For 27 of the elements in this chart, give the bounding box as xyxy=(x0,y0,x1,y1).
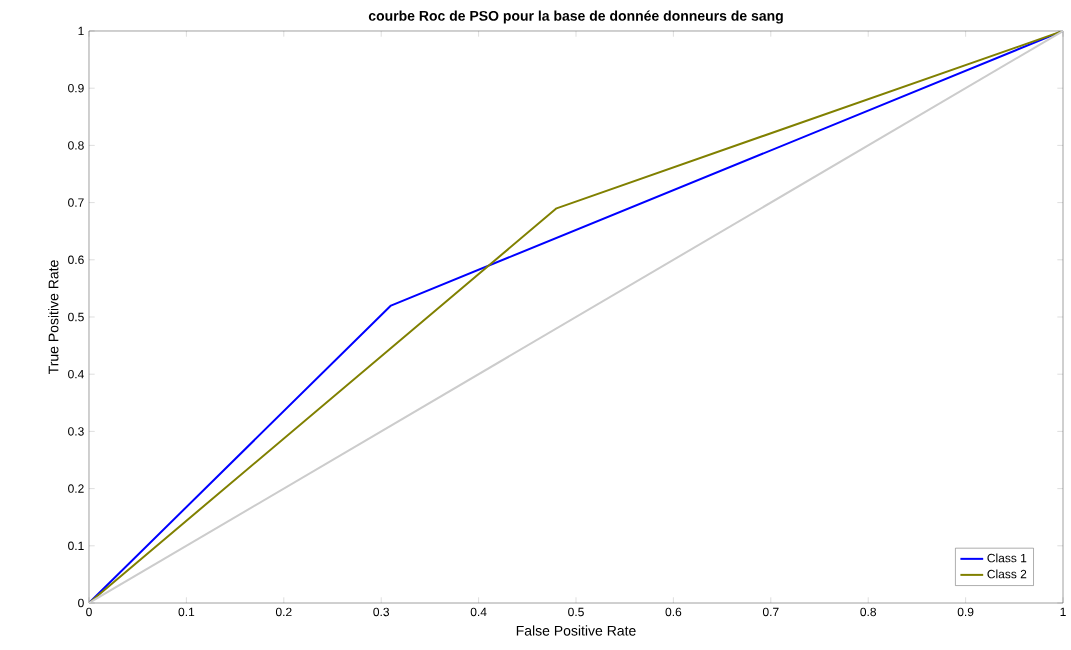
x-tick-label: 0.8 xyxy=(860,607,877,617)
y-tick-label: 0.2 xyxy=(68,484,84,493)
x-tick-label: 0.1 xyxy=(178,607,195,617)
y-tick-label: 1 xyxy=(78,26,84,36)
legend-label: Class 1 xyxy=(987,553,1027,563)
x-tick-label: 0.4 xyxy=(470,607,487,617)
x-tick-label: 0.6 xyxy=(665,607,682,617)
y-tick-label: 0.5 xyxy=(68,312,84,322)
x-tick-label: 1 xyxy=(1060,607,1066,616)
y-tick-label: 0.8 xyxy=(68,141,84,150)
y-tick-label: 0.7 xyxy=(68,198,84,207)
x-tick-label: 0.5 xyxy=(568,607,584,617)
y-tick-label: 0.3 xyxy=(68,427,84,436)
chart-title: courbe Roc de PSO pour la base de donnée donneurs de sang xyxy=(368,10,783,24)
legend-label: Class 2 xyxy=(987,569,1027,579)
x-axis-title: False Positive Rate xyxy=(516,625,636,636)
y-tick-label: 0 xyxy=(78,598,84,608)
y-tick-label: 0.9 xyxy=(68,83,84,93)
y-axis-title: True Positive Rate xyxy=(48,260,59,374)
x-tick-label: 0 xyxy=(86,607,92,617)
x-tick-label: 0.2 xyxy=(275,607,292,617)
y-tick-label: 0.6 xyxy=(68,255,84,265)
y-tick-label: 0.1 xyxy=(68,541,84,551)
x-tick-label: 0.7 xyxy=(762,607,779,617)
x-tick-label: 0.9 xyxy=(957,607,974,617)
x-tick-label: 0.3 xyxy=(373,607,390,617)
y-tick-label: 0.4 xyxy=(68,369,84,379)
